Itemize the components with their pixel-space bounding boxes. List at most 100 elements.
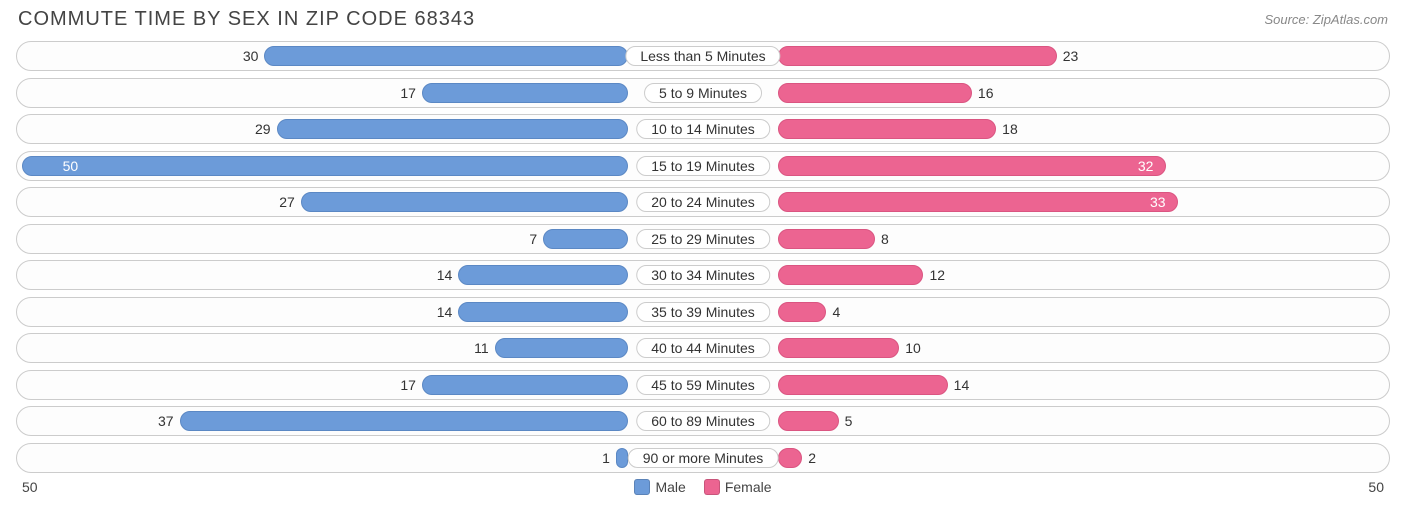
female-bar [778,448,802,468]
chart-source: Source: ZipAtlas.com [1264,8,1388,27]
female-value: 2 [808,444,816,472]
male-half: 29 [17,115,703,143]
row-category-label: 20 to 24 Minutes [636,192,770,212]
male-half: 50 [17,152,703,180]
legend-female: Female [704,479,772,495]
female-half: 18 [703,115,1389,143]
female-half: 14 [703,371,1389,399]
male-value: 1 [602,444,610,472]
legend-male-label: Male [655,479,685,495]
chart-row: 27 33 20 to 24 Minutes [16,187,1390,217]
female-value: 4 [832,298,840,326]
female-bar [778,229,875,249]
female-half: 32 [703,152,1389,180]
female-value: 23 [1063,42,1079,70]
male-value: 11 [474,334,489,362]
female-half: 33 [703,188,1389,216]
female-value: 14 [954,371,970,399]
row-category-label: 45 to 59 Minutes [636,375,770,395]
female-bar [778,375,948,395]
legend-male: Male [634,479,685,495]
male-value: 17 [400,371,416,399]
female-bar [778,156,1166,176]
male-bar [422,375,628,395]
axis-right-max: 50 [1368,479,1384,495]
row-category-label: 90 or more Minutes [628,448,779,468]
row-category-label: Less than 5 Minutes [625,46,780,66]
male-half: 14 [17,261,703,289]
chart-row: 17 14 45 to 59 Minutes [16,370,1390,400]
row-category-label: 15 to 19 Minutes [636,156,770,176]
chart-row: 50 32 15 to 19 Minutes [16,151,1390,181]
male-half: 30 [17,42,703,70]
chart-footer: 50 Male Female 50 [12,479,1394,495]
male-bar [277,119,628,139]
male-half: 17 [17,371,703,399]
male-half: 27 [17,188,703,216]
male-value: 50 [55,152,79,180]
female-swatch-icon [704,479,720,495]
axis-left-max: 50 [22,479,38,495]
female-half: 23 [703,42,1389,70]
male-bar [22,156,628,176]
male-swatch-icon [634,479,650,495]
male-value: 29 [255,115,271,143]
female-half: 10 [703,334,1389,362]
row-category-label: 35 to 39 Minutes [636,302,770,322]
female-bar [778,119,996,139]
female-bar [778,338,899,358]
male-bar [458,302,628,322]
male-half: 1 [17,444,703,472]
female-value: 32 [1138,152,1154,180]
male-bar [180,411,628,431]
male-bar [495,338,628,358]
male-value: 17 [400,79,416,107]
row-category-label: 30 to 34 Minutes [636,265,770,285]
female-bar [778,411,839,431]
row-category-label: 25 to 29 Minutes [636,229,770,249]
male-value: 14 [437,261,453,289]
female-half: 4 [703,298,1389,326]
female-half: 2 [703,444,1389,472]
female-half: 8 [703,225,1389,253]
male-value: 14 [437,298,453,326]
chart-row: 141230 to 34 Minutes [16,260,1390,290]
male-half: 37 [17,407,703,435]
female-value: 18 [1002,115,1018,143]
chart-row: 14 4 35 to 39 Minutes [16,297,1390,327]
row-category-label: 40 to 44 Minutes [636,338,770,358]
male-bar [301,192,628,212]
male-bar [422,83,628,103]
row-category-label: 10 to 14 Minutes [636,119,770,139]
female-bar [778,192,1178,212]
female-value: 5 [845,407,853,435]
chart-header: COMMUTE TIME BY SEX IN ZIP CODE 68343 So… [12,8,1394,31]
female-bar [778,265,923,285]
male-half: 14 [17,298,703,326]
female-bar [778,83,972,103]
male-value: 7 [529,225,537,253]
female-value: 8 [881,225,889,253]
female-half: 5 [703,407,1389,435]
chart-rows: 3023Less than 5 Minutes17165 to 9 Minute… [12,41,1394,473]
chart-row: 37560 to 89 Minutes [16,406,1390,436]
chart-row: 1 2 90 or more Minutes [16,443,1390,473]
male-value: 30 [243,42,259,70]
female-bar [778,46,1057,66]
legend: Male Female [38,479,1369,495]
row-category-label: 5 to 9 Minutes [644,83,762,103]
male-half: 17 [17,79,703,107]
chart-row: 11 1040 to 44 Minutes [16,333,1390,363]
chart-row: 7 8 25 to 29 Minutes [16,224,1390,254]
legend-female-label: Female [725,479,772,495]
male-value: 27 [279,188,295,216]
female-half: 16 [703,79,1389,107]
female-value: 33 [1150,188,1166,216]
chart-title: COMMUTE TIME BY SEX IN ZIP CODE 68343 [18,8,475,31]
male-value: 37 [158,407,174,435]
male-half: 7 [17,225,703,253]
chart-row: 30 23 Less than 5 Minutes [16,41,1390,71]
female-value: 16 [978,79,994,107]
male-half: 11 [17,334,703,362]
chart-row: 29 18 10 to 14 Minutes [16,114,1390,144]
